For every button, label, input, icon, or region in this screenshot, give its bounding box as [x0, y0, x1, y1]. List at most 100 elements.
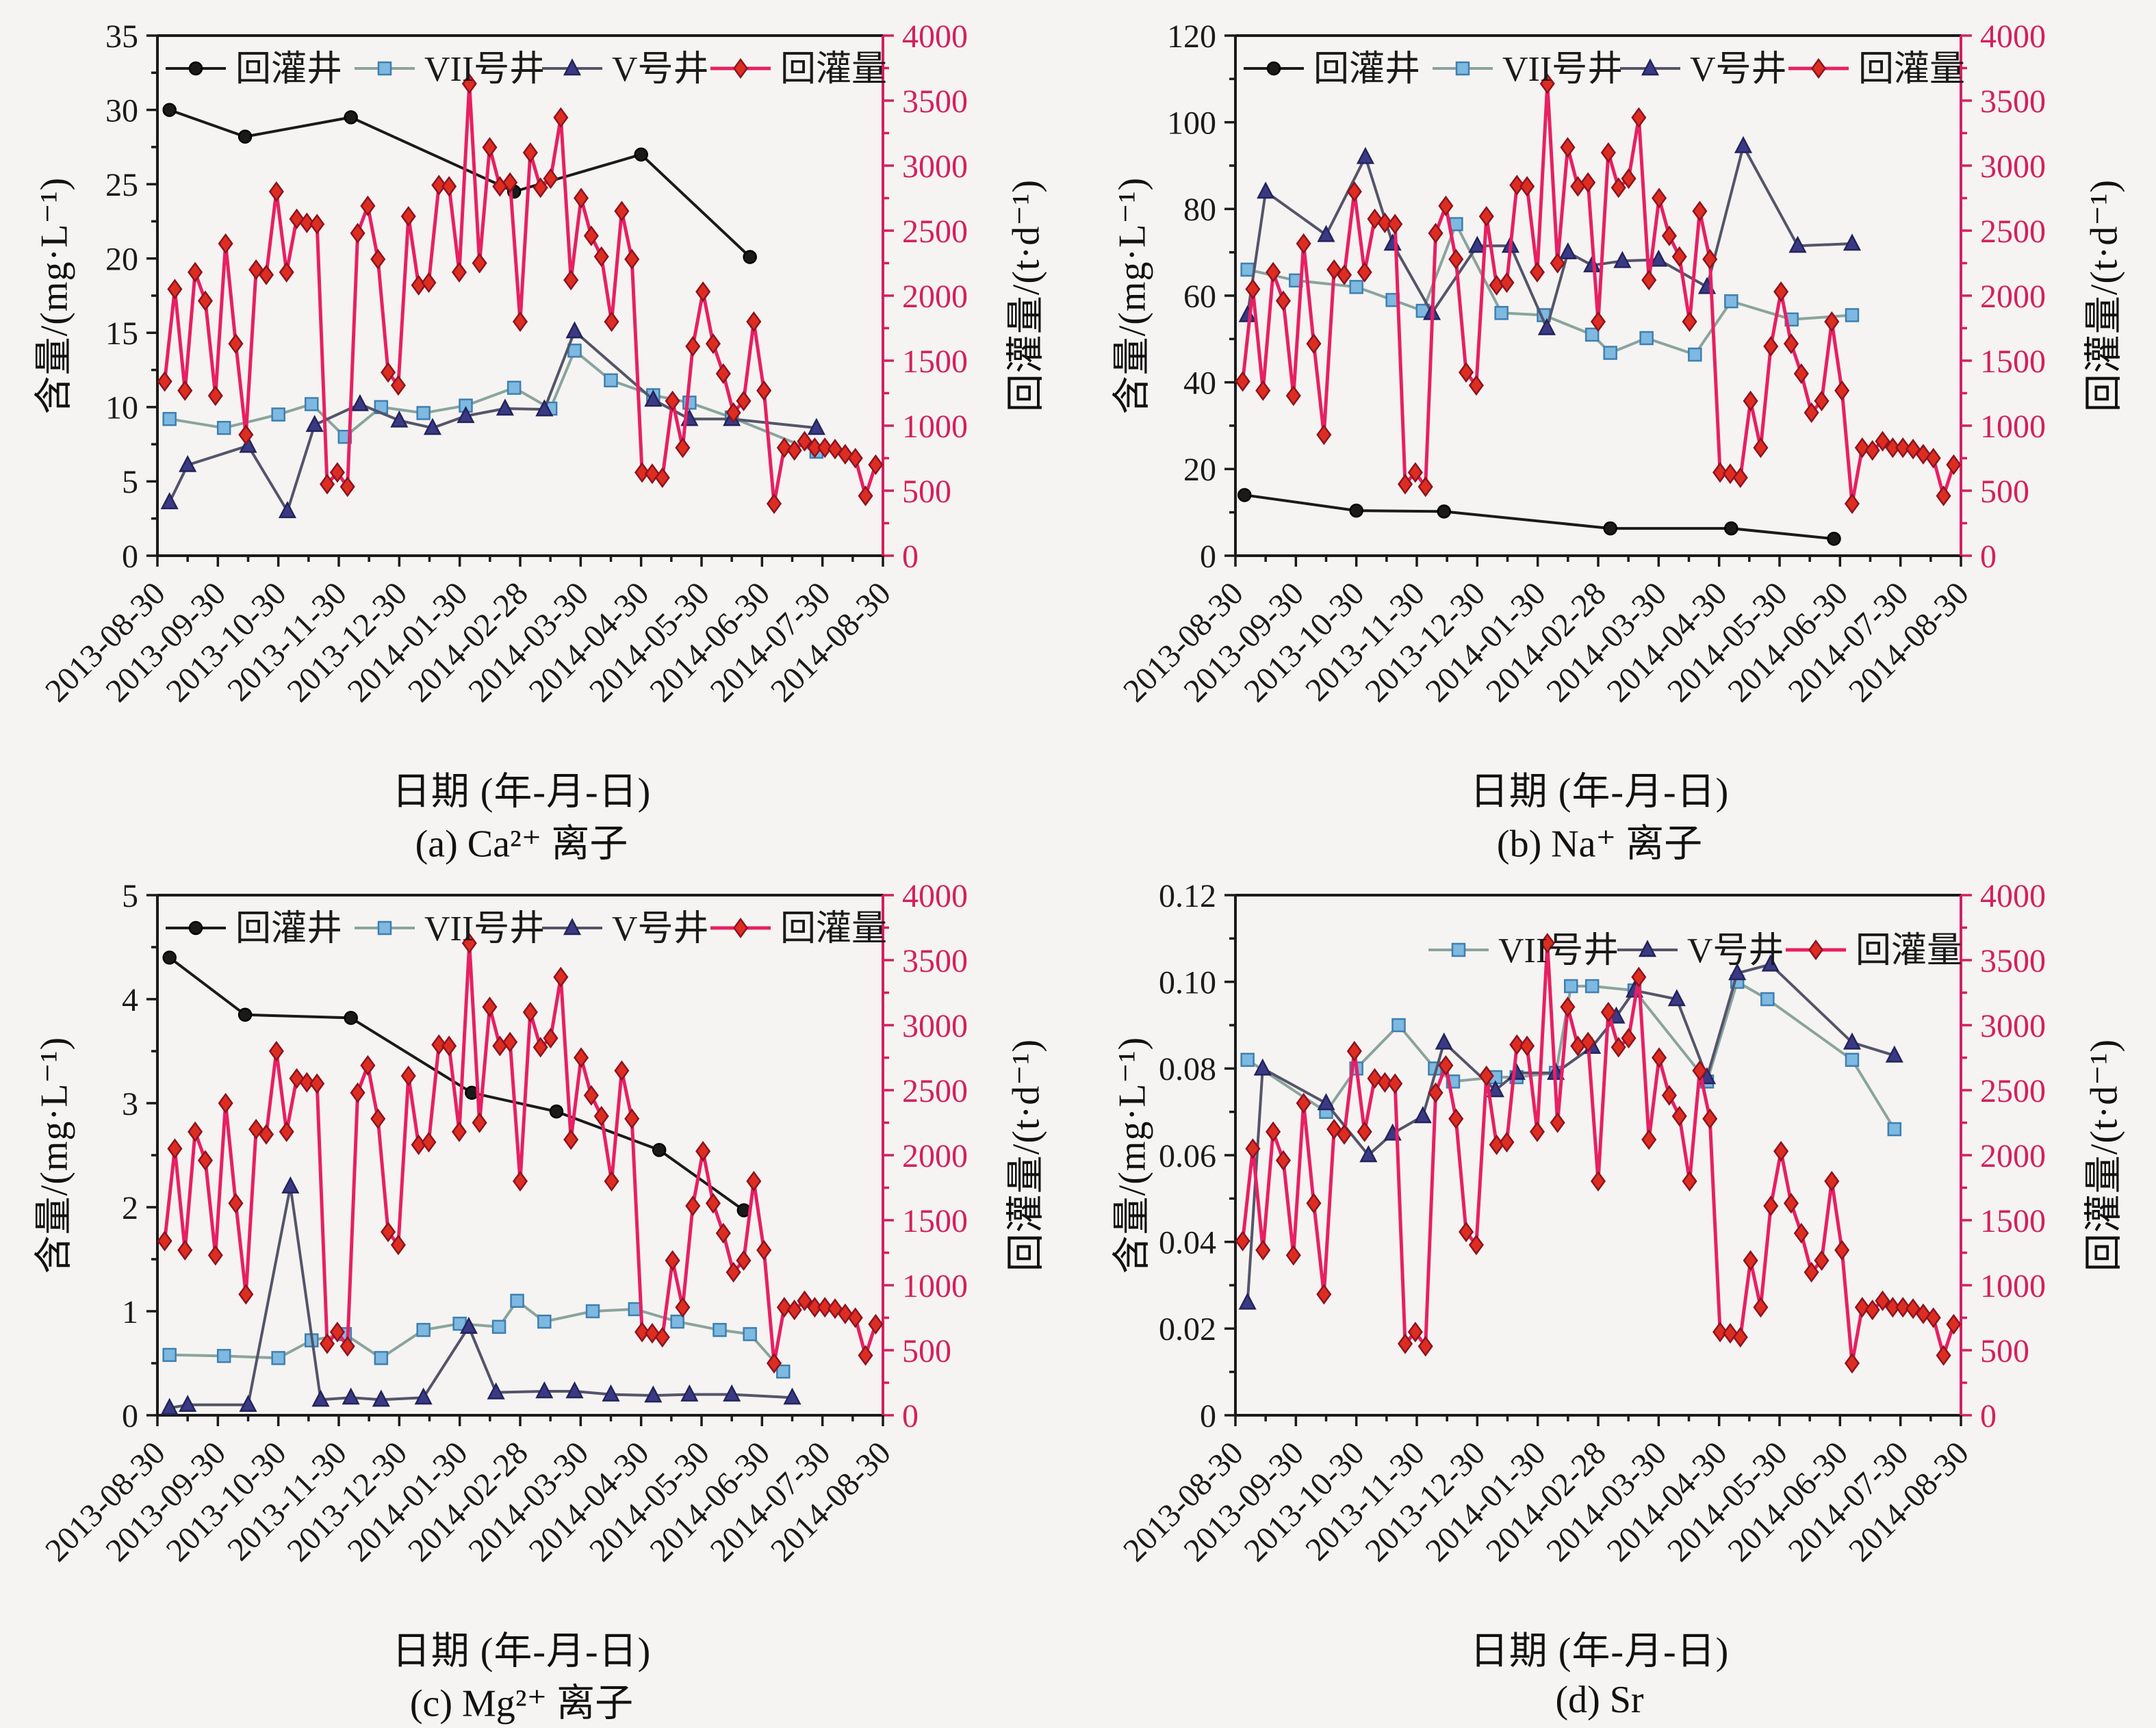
recharge-marker [715, 1222, 731, 1244]
recharge-marker [797, 1290, 812, 1311]
huiguanjing-marker [1437, 504, 1451, 519]
recharge-marker [299, 1072, 315, 1093]
y-tick-label-right: 3000 [1980, 1008, 2046, 1044]
well5-marker [1761, 954, 1780, 972]
well5-marker [1558, 242, 1577, 259]
recharge-marker [1560, 996, 1576, 1018]
y-tick-label-left: 0.08 [1159, 1051, 1216, 1087]
well5-marker [644, 1385, 663, 1403]
well5-marker [459, 1317, 478, 1334]
recharge-marker [1357, 261, 1372, 283]
recharge-marker [1590, 1170, 1606, 1192]
recharge-marker [350, 1082, 365, 1103]
well5-marker [487, 1382, 505, 1400]
legend-label: VII号井 [424, 50, 545, 89]
recharge-marker [654, 467, 670, 489]
series-well7 [162, 1293, 791, 1379]
recharge-marker [360, 195, 376, 217]
y-tick-label-right: 1500 [1980, 344, 2046, 380]
well5-marker [680, 1384, 699, 1402]
recharge-marker [1407, 462, 1423, 483]
recharge-marker [1539, 73, 1555, 94]
recharge-marker [1864, 439, 1880, 461]
recharge-marker [665, 1250, 680, 1272]
recharge-marker [1316, 424, 1332, 446]
axes: 0 20 40 60 80 100 120 0 500 1000 1500 2000 2500 3000 3… [1116, 18, 2046, 709]
series-recharge [157, 73, 884, 515]
well5-marker [423, 417, 441, 435]
y-axis-title-right: 回灌量/(t·d⁻¹) [1005, 179, 1048, 413]
recharge-marker [329, 1321, 345, 1343]
recharge-marker [1509, 1034, 1525, 1055]
recharge-marker [1631, 966, 1647, 988]
well5-marker [565, 1381, 584, 1399]
well7-marker [1724, 294, 1738, 309]
recharge-marker [1641, 1129, 1657, 1150]
recharge-marker [766, 1352, 782, 1374]
recharge-marker [1377, 212, 1393, 233]
well5-marker [807, 417, 825, 435]
recharge-marker [1357, 1121, 1372, 1142]
recharge-marker [756, 380, 772, 401]
recharge-marker [1610, 1037, 1626, 1058]
recharge-marker [1732, 1326, 1748, 1348]
y-tick-label-left: 0 [122, 539, 138, 575]
recharge-marker [695, 1141, 711, 1162]
recharge-marker [512, 311, 528, 333]
panel-b: 0 20 40 60 80 100 120 0 500 1000 1500 2000 2500 3000 3… [1078, 0, 2156, 866]
recharge-marker [1773, 281, 1789, 302]
recharge-marker [167, 1138, 183, 1159]
panel-caption-d: (d) Sr [1555, 1679, 1644, 1721]
recharge-marker [1946, 454, 1962, 476]
recharge-marker [1478, 1065, 1494, 1087]
recharge-marker [360, 1055, 376, 1076]
recharge-marker [1499, 272, 1515, 294]
well7-marker [162, 1347, 177, 1363]
recharge-marker [593, 246, 609, 268]
recharge-marker [604, 1170, 619, 1192]
well7-marker [585, 1304, 600, 1319]
y-tick-label-right: 2500 [1980, 1073, 2046, 1109]
recharge-marker [1285, 1245, 1301, 1266]
series-recharge [157, 933, 884, 1374]
recharge-marker [817, 1297, 833, 1318]
recharge-marker [847, 1307, 863, 1328]
recharge-marker [1631, 107, 1647, 128]
well5-marker [535, 399, 554, 417]
recharge-marker [1255, 1239, 1271, 1261]
well5-marker [1413, 1106, 1432, 1124]
recharge-marker [238, 424, 254, 446]
recharge-marker [431, 175, 447, 196]
well7-marker [374, 1351, 389, 1365]
recharge-marker [1275, 290, 1292, 311]
recharge-marker [1702, 248, 1718, 270]
y-tick-label-left: 0.12 [1159, 878, 1216, 914]
recharge-marker [238, 1284, 254, 1305]
well7-marker [1887, 1122, 1902, 1137]
recharge-marker [1743, 1250, 1758, 1272]
legend-label: 回灌量 [780, 910, 887, 949]
y-axis-title-left: 含量/(mg·L⁻¹) [1111, 177, 1154, 415]
y-tick-label-left: 0.06 [1159, 1138, 1216, 1174]
recharge-marker [1266, 1121, 1281, 1142]
recharge-marker [1875, 430, 1890, 452]
well7-marker [1391, 1018, 1406, 1033]
recharge-marker [1946, 1313, 1962, 1335]
well5-marker [1843, 233, 1862, 251]
recharge-marker [1580, 1031, 1596, 1053]
well7-marker [776, 1364, 791, 1379]
y-tick-label-left: 20 [105, 242, 138, 278]
recharge-marker [1255, 380, 1271, 401]
y-tick-label-right: 4000 [1980, 878, 2046, 914]
x-axis-title: 日期 (年-月-日) [1470, 771, 1730, 814]
well7-marker [567, 344, 582, 358]
huiguanjing-marker [1237, 488, 1252, 502]
recharge-marker [624, 1108, 640, 1129]
y-tick-label-left: 0.10 [1159, 964, 1216, 1001]
recharge-marker [309, 214, 325, 235]
recharge-marker [1397, 1333, 1413, 1354]
y-tick-label-left: 0 [1200, 1398, 1216, 1434]
series-well7 [1240, 975, 1902, 1137]
y-axis-title-right: 回灌量/(t·d⁻¹) [2083, 1038, 2126, 1272]
recharge-marker [1885, 437, 1901, 459]
